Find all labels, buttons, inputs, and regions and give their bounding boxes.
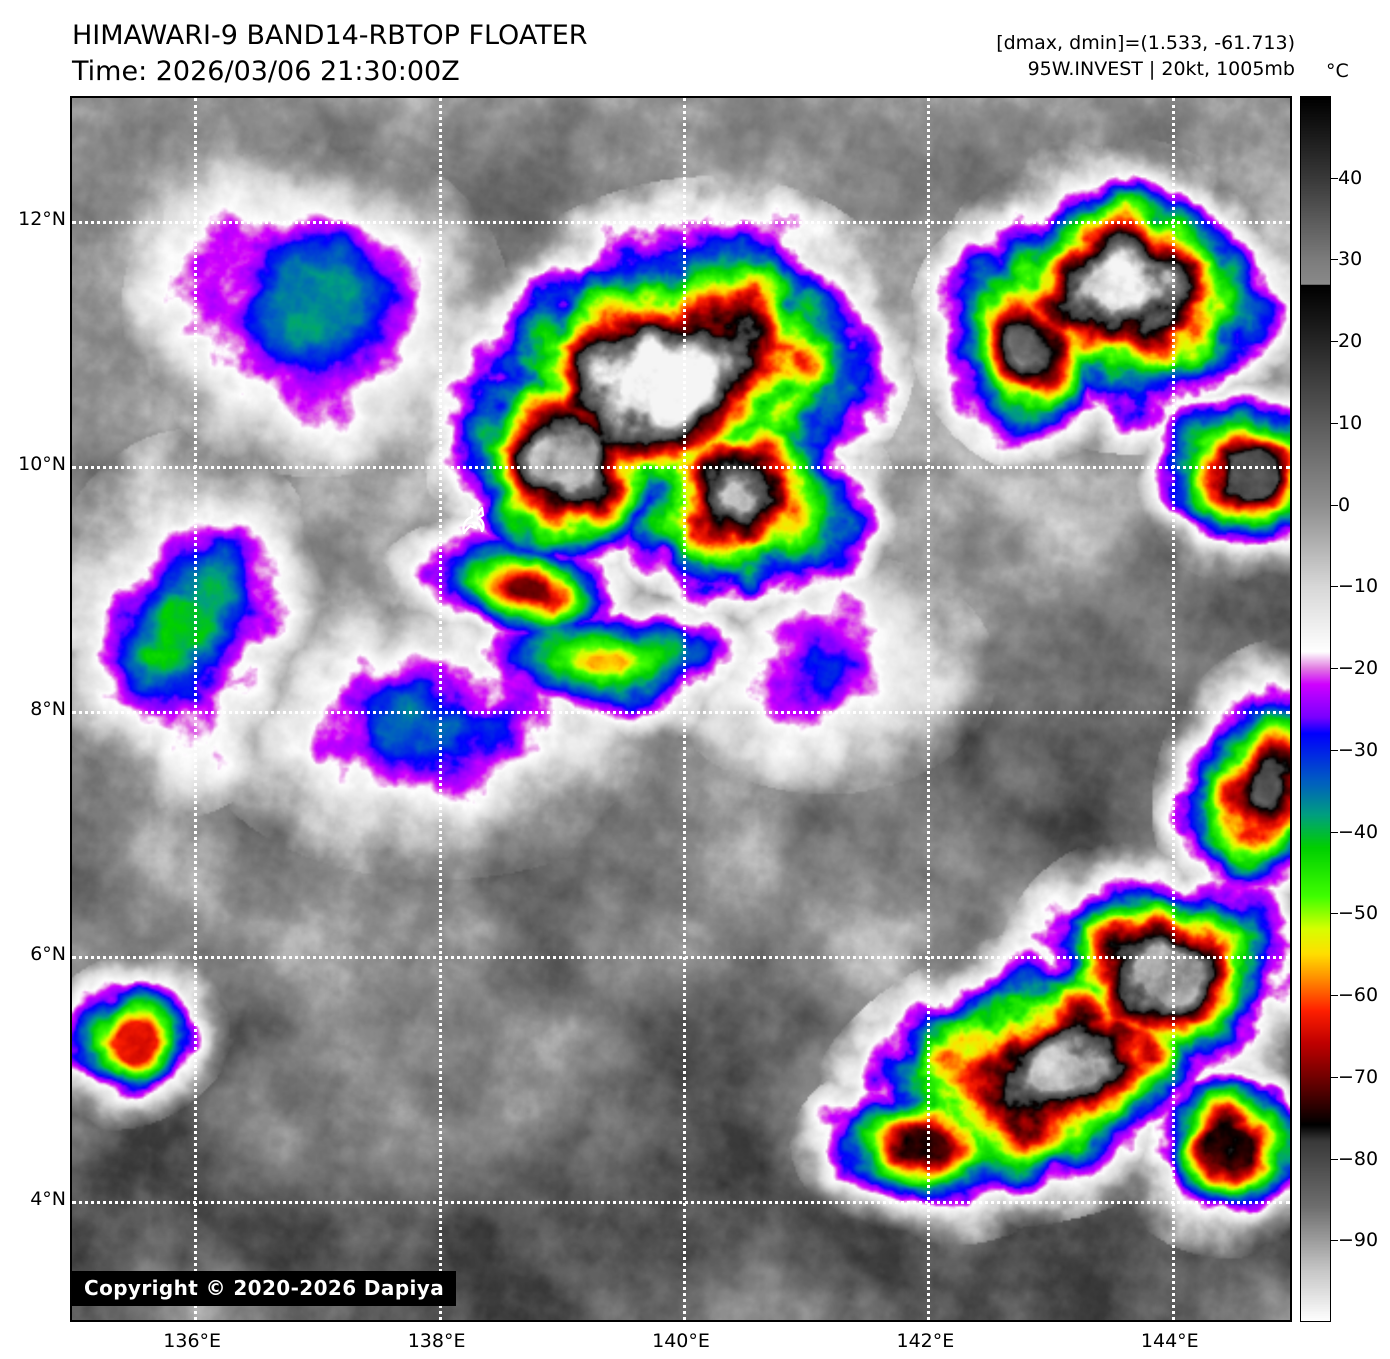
copyright-watermark: Copyright © 2020-2026 Dapiya bbox=[72, 1271, 457, 1306]
colorbar-tick-mark bbox=[1331, 1158, 1338, 1160]
colorbar-units-label: °C bbox=[1326, 60, 1349, 82]
lon-tick-138: 138°E bbox=[407, 1330, 466, 1352]
colorbar-tick-mark bbox=[1331, 831, 1338, 833]
colorbar-tick-label--80: −80 bbox=[1338, 1147, 1379, 1170]
colorbar-tick-label-40: 40 bbox=[1338, 166, 1363, 189]
colorbar-tick-label--10: −10 bbox=[1338, 575, 1379, 598]
satellite-imagery-canvas bbox=[72, 98, 1290, 1320]
colorbar-tick-mark bbox=[1331, 586, 1338, 588]
colorbar-tick-mark bbox=[1331, 177, 1338, 179]
colorbar-tick-mark bbox=[1331, 1076, 1338, 1078]
colorbar-tick-label-10: 10 bbox=[1338, 411, 1363, 434]
colorbar-tick-label--40: −40 bbox=[1338, 820, 1379, 843]
tropical-cyclone-marker-icon bbox=[462, 506, 485, 535]
lat-tick-6: 6°N bbox=[30, 943, 66, 966]
colorbar-tick-mark bbox=[1331, 504, 1338, 506]
lat-tick-10: 10°N bbox=[18, 452, 66, 475]
colorbar-tick-mark bbox=[1331, 422, 1338, 424]
time-text: Time: 2026/03/06 21:30:00Z bbox=[72, 56, 460, 87]
colorbar-gradient bbox=[1301, 97, 1330, 1321]
lon-tick-142: 142°E bbox=[896, 1330, 955, 1352]
colorbar-tick-label--60: −60 bbox=[1338, 984, 1379, 1007]
colorbar-tick-mark bbox=[1331, 668, 1338, 670]
colorbar-tick-mark bbox=[1331, 913, 1338, 915]
colorbar-tick-label--20: −20 bbox=[1338, 657, 1379, 680]
temperature-colorbar[interactable] bbox=[1300, 96, 1331, 1322]
lat-tick-8: 8°N bbox=[30, 698, 66, 720]
colorbar-tick-mark bbox=[1331, 995, 1338, 997]
colorbar-tick-label-20: 20 bbox=[1338, 330, 1363, 353]
lon-tick-136: 136°E bbox=[163, 1330, 222, 1352]
lat-tick-12: 12°N bbox=[18, 207, 66, 230]
lon-tick-140: 140°E bbox=[652, 1330, 710, 1352]
page-title: HIMAWARI-9 BAND14-RBTOP FLOATER Time: 20… bbox=[72, 18, 588, 90]
lon-tick-144: 144°E bbox=[1140, 1330, 1199, 1352]
colorbar-tick-label-0: 0 bbox=[1338, 493, 1351, 516]
storm-info-text: 95W.INVEST | 20kt, 1005mb bbox=[1027, 58, 1295, 80]
title-text: HIMAWARI-9 BAND14-RBTOP FLOATER bbox=[72, 20, 588, 51]
colorbar-tick-mark bbox=[1331, 1240, 1338, 1242]
metadata-block: [dmax, dmin]=(1.533, -61.713) 95W.INVEST… bbox=[996, 30, 1295, 82]
lat-tick-4: 4°N bbox=[30, 1188, 66, 1211]
colorbar-tick-mark bbox=[1331, 259, 1338, 261]
colorbar-tick-label--30: −30 bbox=[1338, 738, 1379, 761]
satellite-image-plot[interactable]: Copyright © 2020-2026 Dapiya bbox=[70, 96, 1292, 1322]
colorbar-tick-label--90: −90 bbox=[1338, 1229, 1379, 1252]
colorbar-tick-label-30: 30 bbox=[1338, 248, 1363, 271]
colorbar-tick-mark bbox=[1331, 341, 1338, 343]
colorbar-tick-mark bbox=[1331, 749, 1338, 751]
colorbar-tick-label--50: −50 bbox=[1338, 902, 1379, 925]
dmax-dmin-text: [dmax, dmin]=(1.533, -61.713) bbox=[996, 32, 1295, 54]
colorbar-tick-label--70: −70 bbox=[1338, 1065, 1379, 1088]
